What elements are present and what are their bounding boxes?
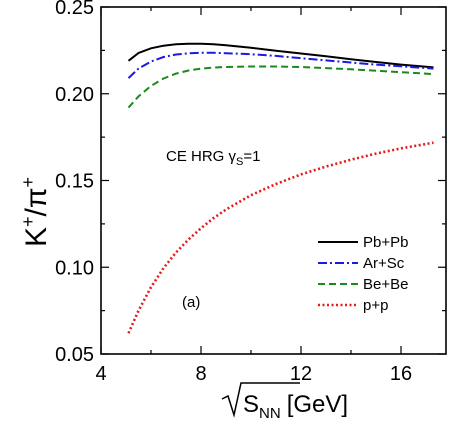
x-label-unit: [GeV] [287,391,348,418]
series-line-be-be [127,65,434,109]
legend: Pb+Pb Ar+Sc Be+Be p+p [318,234,408,314]
y-tick-label: 0.10 [55,257,94,279]
model-annotation: CE HRG γS=1 [166,148,260,168]
axis-tick-labels: 4 8 12 16 0.05 0.10 0.15 0.20 0.25 [55,0,412,385]
y-label-sup1: + [18,217,38,228]
plot-frame [100,6,447,355]
legend-label-p-p: p+p [363,297,388,314]
legend-label-ar-sc: Ar+Sc [363,255,405,272]
annotation-main: CE HRG γ [166,148,237,165]
y-tick-label: 0.05 [55,344,94,366]
y-label-sup2: + [18,177,38,188]
y-label-base: K [20,227,53,247]
x-tick-label: 12 [290,363,312,385]
annotation-sub: S [236,156,243,168]
plot-area: 4 8 12 16 0.05 0.10 0.15 0.20 0.25 [55,0,447,385]
legend-label-pb-pb: Pb+Pb [363,234,408,251]
y-label-mid: /π [20,187,53,216]
legend-label-be-be: Be+Be [363,276,408,293]
series-layer [127,42,434,334]
y-tick-label: 0.20 [55,84,94,106]
y-tick-label: 0.25 [55,0,94,19]
x-label-base: S [243,391,259,418]
x-axis-label: SNN [GeV] [221,382,348,422]
series-line-pb-pb [127,42,434,69]
x-tick-label: 16 [390,363,412,385]
x-label-text: SNN [GeV] [243,391,348,422]
sqrt-symbol-icon [221,382,300,418]
annotation-tail: =1 [243,148,260,165]
panel-label: (a) [182,294,200,311]
axis-ticks [100,6,446,355]
x-tick-label: 4 [95,363,106,385]
y-axis-label: K+/π+ [18,177,53,247]
series-line-ar-sc [127,51,434,79]
x-label-sub: NN [259,405,281,422]
x-tick-label: 8 [195,363,206,385]
y-tick-label: 0.15 [55,171,94,193]
